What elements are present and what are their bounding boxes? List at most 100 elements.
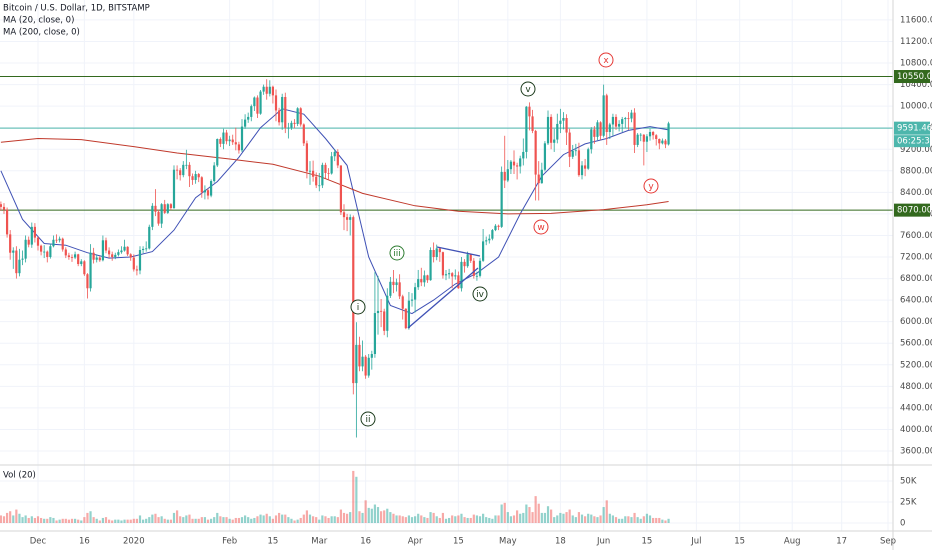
candle-body — [342, 212, 346, 218]
candle-body — [160, 204, 163, 224]
candle-body — [451, 273, 454, 277]
volume-bar — [73, 518, 77, 523]
candle-body — [336, 151, 339, 166]
volume-bar — [441, 512, 445, 523]
y-tick-label: 4000.00 — [900, 425, 932, 435]
y-tick-label: 11600.00 — [900, 15, 932, 25]
candle-body — [117, 252, 120, 255]
volume-bar — [228, 518, 231, 523]
volume-bar — [426, 517, 429, 523]
volume-bar — [39, 517, 43, 523]
volume-bar — [120, 520, 123, 523]
candle-body — [163, 204, 166, 213]
volume-bar — [12, 515, 15, 523]
volume-bar — [417, 513, 420, 523]
candle-body — [2, 206, 6, 210]
vol-tick-label: 50K — [900, 477, 917, 487]
candle-body — [664, 140, 667, 145]
wave-label: i — [357, 303, 360, 313]
candle-body — [608, 124, 611, 133]
candle-body — [203, 190, 207, 193]
candle-body — [630, 112, 633, 119]
x-tick-label: Feb — [222, 537, 237, 547]
volume-bar — [460, 513, 463, 523]
candle-body — [355, 344, 358, 384]
volume-bar — [389, 512, 392, 523]
candle-body — [379, 310, 383, 312]
volume-bar — [219, 516, 222, 523]
level-label: 8070.00 — [897, 206, 932, 216]
candle-body — [191, 176, 194, 180]
x-tick-label: Mar — [311, 537, 328, 547]
candle-body — [580, 165, 584, 176]
x-tick-label: May — [499, 537, 517, 547]
volume-bar — [27, 517, 30, 523]
candle-body — [123, 246, 126, 251]
wave-circle — [598, 52, 614, 68]
volume-bar — [574, 517, 577, 523]
volume-bar — [652, 517, 655, 523]
candle-body — [253, 97, 256, 107]
candle-body — [367, 357, 370, 376]
volume-bar — [398, 515, 401, 523]
volume-bar — [407, 515, 411, 523]
volume-bar — [58, 519, 61, 523]
volume-bar — [70, 518, 74, 523]
candle-body — [404, 308, 407, 329]
level-label: 10550.00 — [897, 72, 932, 82]
volume-bar — [648, 515, 652, 523]
volume-bar — [64, 518, 67, 523]
volume-bar — [268, 516, 271, 523]
x-tick-label: 16 — [360, 537, 371, 547]
level-label-box — [894, 203, 930, 217]
volume-bar — [596, 517, 599, 523]
candle-body — [197, 174, 200, 178]
volume-bar — [370, 508, 373, 523]
candle-body — [389, 281, 392, 296]
volume-bar — [639, 518, 642, 523]
volume-bar — [636, 517, 639, 523]
volume-bar — [293, 520, 296, 523]
candle-body — [448, 273, 451, 275]
volume-bar — [46, 518, 49, 523]
candle-body — [77, 254, 80, 265]
candle-body — [599, 122, 602, 136]
candle-body — [658, 139, 661, 144]
candle-body — [132, 257, 135, 270]
volume-bar — [571, 515, 574, 523]
volume-bar — [475, 515, 479, 523]
volume-bar — [185, 515, 188, 523]
volume-bar — [376, 507, 380, 523]
candle-body — [315, 176, 318, 186]
candle-body — [268, 86, 271, 94]
candle-body — [219, 139, 222, 144]
volume-bar — [528, 507, 531, 523]
volume-bar — [429, 512, 432, 523]
volume-bar — [472, 514, 475, 523]
y-tick-label: 7600.00 — [900, 231, 932, 241]
candle-body — [284, 96, 287, 128]
candle-body — [308, 170, 312, 172]
candle-body — [571, 150, 574, 157]
countdown-box — [894, 135, 930, 148]
volume-bar — [49, 517, 52, 523]
wave-circle — [350, 299, 366, 315]
volume-bar — [614, 517, 618, 523]
candle-body — [277, 110, 281, 123]
candle-body — [543, 143, 547, 170]
candle-body — [441, 252, 445, 276]
candle-body — [274, 95, 278, 111]
candle-body — [454, 275, 457, 277]
x-tick-label: 15 — [642, 537, 653, 547]
volume-bar — [565, 512, 568, 523]
candle-body — [120, 250, 123, 253]
candle-body — [559, 120, 562, 124]
wave-circle — [389, 245, 405, 261]
volume-bar — [43, 518, 46, 523]
volume-bar — [605, 500, 608, 523]
volume-bar — [253, 517, 256, 523]
volume-bar — [438, 517, 441, 523]
volume-bar — [21, 517, 24, 523]
volume-bar — [179, 516, 182, 523]
